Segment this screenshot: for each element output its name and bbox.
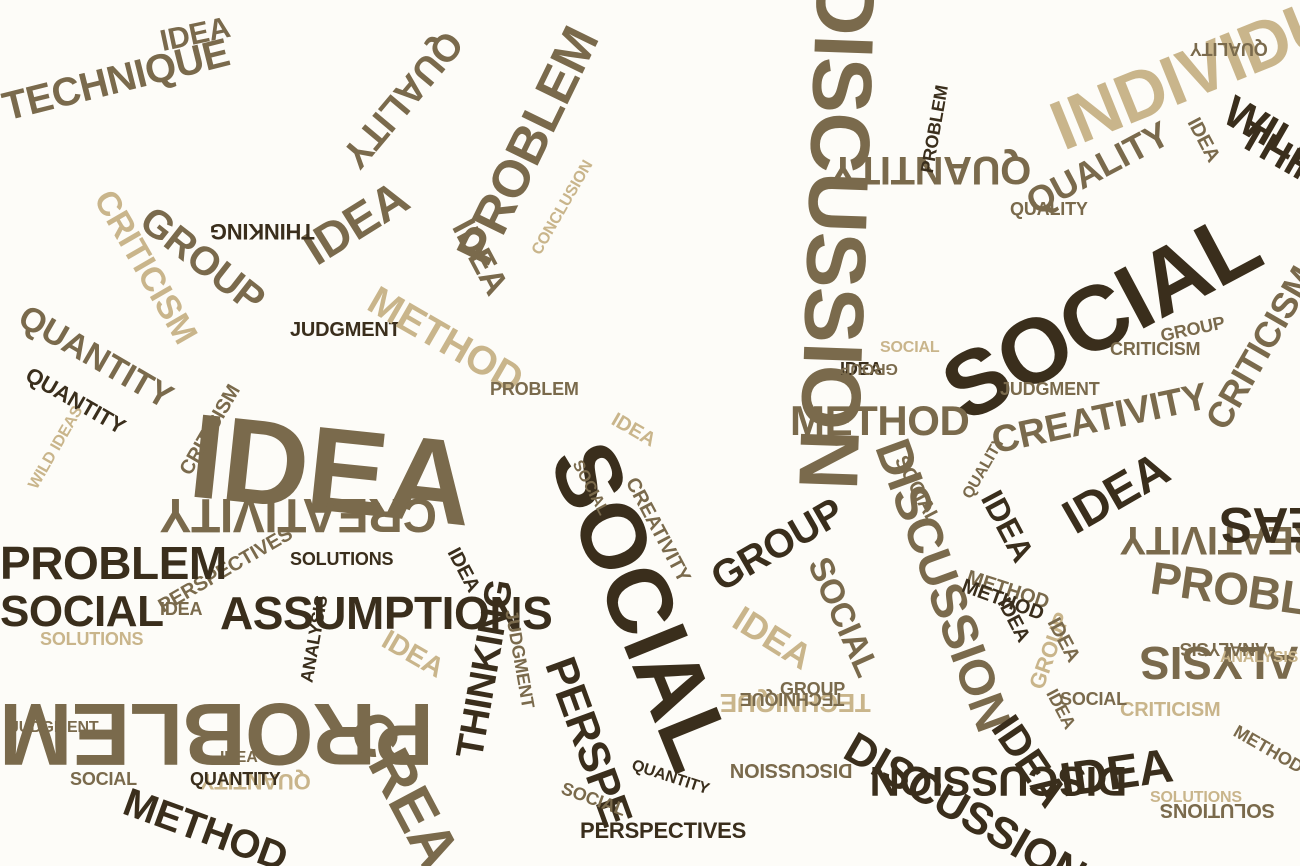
word-group: GROUP [780,679,846,699]
word-quality: QUALITY [1190,39,1268,59]
word-judgment: JUDGMENT [290,319,401,341]
word-social: SOCIAL [0,587,164,636]
word-social: SOCIAL [880,339,940,356]
word-social: SOCIAL [70,769,137,789]
word-thinking: THINKING [210,219,315,244]
word-technique: TECHNIQUE [740,689,845,709]
word-wild-ideas: WILD IDEAS [25,403,87,493]
word-idea: IDEA [160,599,203,619]
word-judgment: JUDGMENT [1000,379,1100,399]
word-idea: IDEA [1182,114,1225,166]
word-ideas: IDEAS [1220,497,1300,553]
word-criticism: CRITICISM [1110,339,1201,359]
word-idea: IDEA [840,359,883,379]
word-problem: PROBLEM [0,537,227,589]
word-social: SOCIAL [1060,689,1127,709]
word-solutions: SOLUTIONS [1150,789,1242,806]
word-creativity: CREATIVITY [160,488,437,541]
word-quality: QUALITY [333,22,471,176]
word-idea: IDEA [220,749,258,766]
word-method: METHOD [790,397,970,444]
word-social: SOCIAL [800,551,887,683]
word-problem: PROBLEM [1147,551,1300,635]
word-assumptions: ASSUMPTIONS [220,587,553,639]
word-idea: IDEA [974,484,1042,568]
word-judgment: JUDGMENT [10,719,99,736]
word-method: METHOD [1230,721,1300,777]
word-solutions: SOLUTIONS [40,629,144,649]
word-solutions: SOLUTIONS [290,549,394,569]
word-analysis: ANALYSIS [1220,649,1299,666]
word-idea: IDEA [725,597,820,678]
word-group: GROUP [840,360,898,377]
word-method: METHOD [117,780,294,866]
word-criticism: CRITICISM [1120,699,1221,721]
word-analysis: ANALYSIS [1180,639,1268,659]
word-problem: PROBLEM [490,379,579,399]
word-perspectives: PERSPECTIVES [580,818,747,843]
word-quality: QUALITY [1010,199,1088,219]
word-discussion: DISCUSSION [730,759,853,781]
word-quantity: QUANTITY [190,769,281,789]
